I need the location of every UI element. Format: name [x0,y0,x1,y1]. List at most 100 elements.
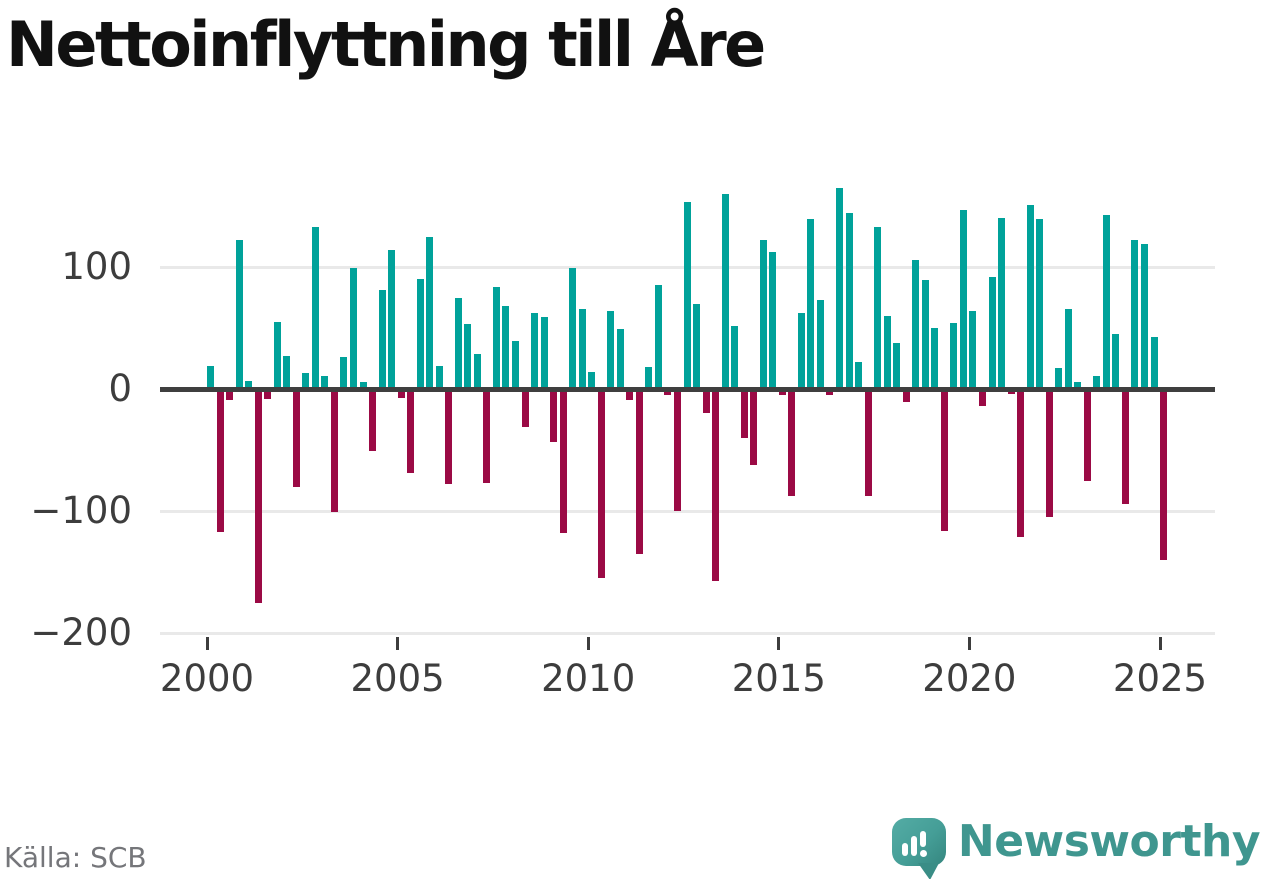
bar-2013-q3 [721,193,729,389]
x-axis-label-2010: 2010 [541,657,636,700]
bar-2024-q1 [1121,389,1129,504]
logo-glyph-exclamation-bar [919,830,926,847]
x-axis-tick-2005 [396,637,400,650]
bar-2008-q4 [540,317,548,389]
bar-2000-q1 [207,365,214,389]
bar-2006-q4 [464,324,472,389]
bar-2003-q4 [349,268,357,389]
newsworthy-wordmark: Newsworthy [957,816,1261,867]
bar-2021-q3 [1026,204,1034,389]
bar-2019-q3 [950,323,958,389]
bar-2009-q1 [550,389,558,442]
bar-2005-q1 [397,389,405,398]
bar-2009-q3 [569,268,577,389]
bar-2006-q2 [445,389,453,485]
x-axis-tick-2020 [967,637,971,650]
logo-glyph-bar-tall [910,835,917,856]
bar-2002-q2 [292,389,300,487]
bar-2017-q3 [874,226,882,389]
bar-2014-q3 [759,240,767,389]
x-axis-label-2005: 2005 [350,657,445,700]
x-axis-label-2015: 2015 [731,657,826,700]
bar-2001-q2 [254,389,262,603]
gridline--200 [160,631,1215,635]
chart-title: Nettoinflyttning till Åre [6,8,766,81]
bar-2022-q1 [1045,389,1053,518]
bar-2022-q2 [1055,368,1063,389]
bar-2019-q4 [959,209,967,389]
bar-2020-q4 [998,218,1005,389]
bar-2012-q2 [674,389,681,511]
bar-2000-q3 [226,389,234,400]
bar-2003-q1 [321,375,329,389]
y-axis-label-0: 0 [108,367,132,410]
bar-2007-q4 [502,306,510,389]
bar-2011-q2 [635,389,643,554]
bar-2016-q2 [826,389,834,396]
bar-2024-q3 [1140,243,1148,389]
bar-2017-q2 [864,389,872,497]
bar-2005-q2 [407,389,415,474]
x-axis-tick-2025 [1158,637,1162,650]
y-axis-label-100: 100 [61,245,132,288]
x-axis-tick-2015 [777,637,781,650]
bar-2023-q1 [1083,389,1091,481]
bar-2018-q2 [902,389,910,403]
bar-2022-q4 [1074,381,1082,389]
bar-2024-q2 [1131,240,1139,389]
bar-2006-q3 [454,297,462,389]
bar-2011-q4 [654,285,662,389]
source-label: Källa: SCB [4,841,147,874]
bar-2010-q4 [616,329,624,389]
logo-glyph-bar-small [901,842,908,856]
bar-2021-q2 [1017,389,1024,537]
bar-2004-q3 [378,290,386,389]
bar-2017-q4 [883,315,891,389]
bar-2018-q3 [912,259,920,389]
bar-2014-q1 [740,389,748,438]
logo-glyph-exclamation-dot [919,849,927,857]
gridline--100 [160,509,1215,513]
bar-2021-q4 [1036,219,1044,389]
bar-2012-q3 [683,202,691,389]
bar-2017-q1 [855,362,862,389]
bar-2010-q3 [607,310,615,389]
bar-2020-q2 [978,389,986,407]
bar-2003-q2 [330,389,338,513]
bar-2023-q2 [1093,375,1101,389]
bar-2008-q3 [531,313,538,389]
bar-2001-q4 [273,321,281,389]
bar-2019-q2 [940,389,948,531]
bar-2015-q3 [797,313,805,389]
bar-2004-q2 [369,389,376,452]
bar-2000-q4 [235,240,243,389]
bar-2002-q1 [283,356,291,389]
bar-2001-q1 [245,380,253,389]
bar-2013-q4 [731,325,739,389]
bar-2016-q4 [845,213,853,389]
zero-axis-line [160,386,1215,392]
bar-2006-q1 [435,365,443,389]
bar-2014-q4 [769,252,777,389]
bar-2013-q1 [702,389,710,414]
bar-2014-q2 [750,389,758,465]
bar-2011-q1 [626,389,634,400]
bar-2000-q2 [216,389,224,532]
bar-2025-q1 [1160,389,1167,560]
bar-2008-q2 [521,389,529,427]
bar-2009-q2 [559,389,567,533]
bar-2019-q1 [931,328,939,389]
bar-2005-q4 [426,236,434,389]
bar-2023-q3 [1102,214,1110,389]
y-axis-label--200: −200 [30,611,132,654]
bar-2015-q1 [778,389,786,396]
x-axis-label-2020: 2020 [922,657,1017,700]
y-axis-label--100: −100 [30,489,132,532]
bar-2020-q3 [988,276,996,389]
bar-2022-q3 [1064,308,1072,389]
x-axis-tick-2000 [205,637,209,650]
bar-2018-q4 [921,280,929,389]
bar-2004-q4 [388,249,396,389]
bar-2023-q4 [1112,334,1120,389]
